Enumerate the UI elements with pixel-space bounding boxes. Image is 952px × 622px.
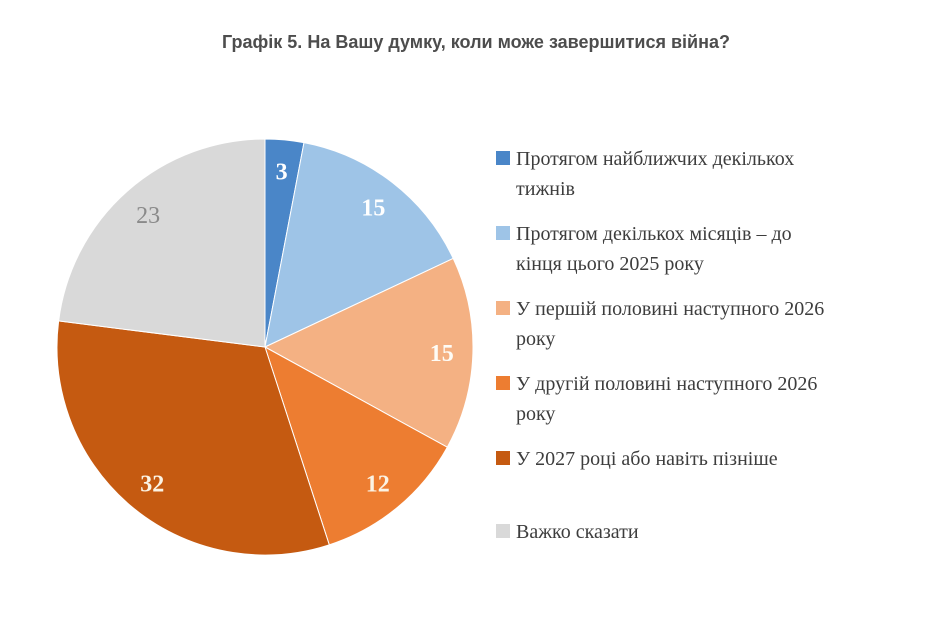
pie-value-label-4: 32 — [140, 472, 164, 498]
legend-item-weeks: Протягом найближчих декількох тижнів — [496, 144, 916, 204]
legend-swatch-peach — [496, 301, 510, 315]
legend-label: У 2027 році або навіть пізніше — [516, 448, 778, 470]
legend-label: Протягом декількох місяців – до кінця ць… — [516, 223, 792, 275]
legend-label: Протягом найближчих декількох тижнів — [516, 148, 795, 200]
chart-title: Графік 5. На Вашу думку, коли може завер… — [222, 32, 730, 52]
legend-item-hard-to-say: Важко сказати — [496, 517, 916, 547]
pie-value-label-5: 23 — [136, 203, 160, 229]
legend-item-months-2025: Протягом декількох місяців – до кінця ць… — [496, 219, 916, 279]
legend-swatch-darkorange — [496, 451, 510, 465]
pie-slice-4 — [56, 320, 330, 556]
pie-chart: 3 15 15 12 32 23 — [56, 138, 474, 556]
pie-value-label-3: 12 — [366, 472, 390, 498]
pie-slice-5 — [58, 138, 266, 348]
legend-item-second-half-2026: У другій половині наступного 2026 року — [496, 369, 916, 429]
legend-label: У першій половині наступного 2026 року — [516, 298, 825, 350]
pie-slice-2 — [263, 257, 474, 448]
legend-swatch-gray — [496, 524, 510, 538]
legend-label: Важко сказати — [516, 521, 639, 543]
pie-value-label-0: 3 — [276, 159, 288, 185]
legend-swatch-orange — [496, 376, 510, 390]
pie-value-label-2: 15 — [430, 341, 454, 367]
legend-label: У другій половині наступного 2026 року — [516, 373, 818, 425]
pie-value-label-1: 15 — [361, 196, 385, 222]
legend-swatch-lightblue — [496, 226, 510, 240]
legend-swatch-blue — [496, 151, 510, 165]
legend-item-2027-or-later: У 2027 році або навіть пізніше — [496, 444, 916, 474]
chart-legend: Протягом найближчих декількох тижнів Про… — [496, 0, 936, 622]
pie-slice-3 — [264, 345, 448, 546]
pie-slice-1 — [264, 142, 454, 348]
legend-item-first-half-2026: У першій половині наступного 2026 року — [496, 294, 916, 354]
